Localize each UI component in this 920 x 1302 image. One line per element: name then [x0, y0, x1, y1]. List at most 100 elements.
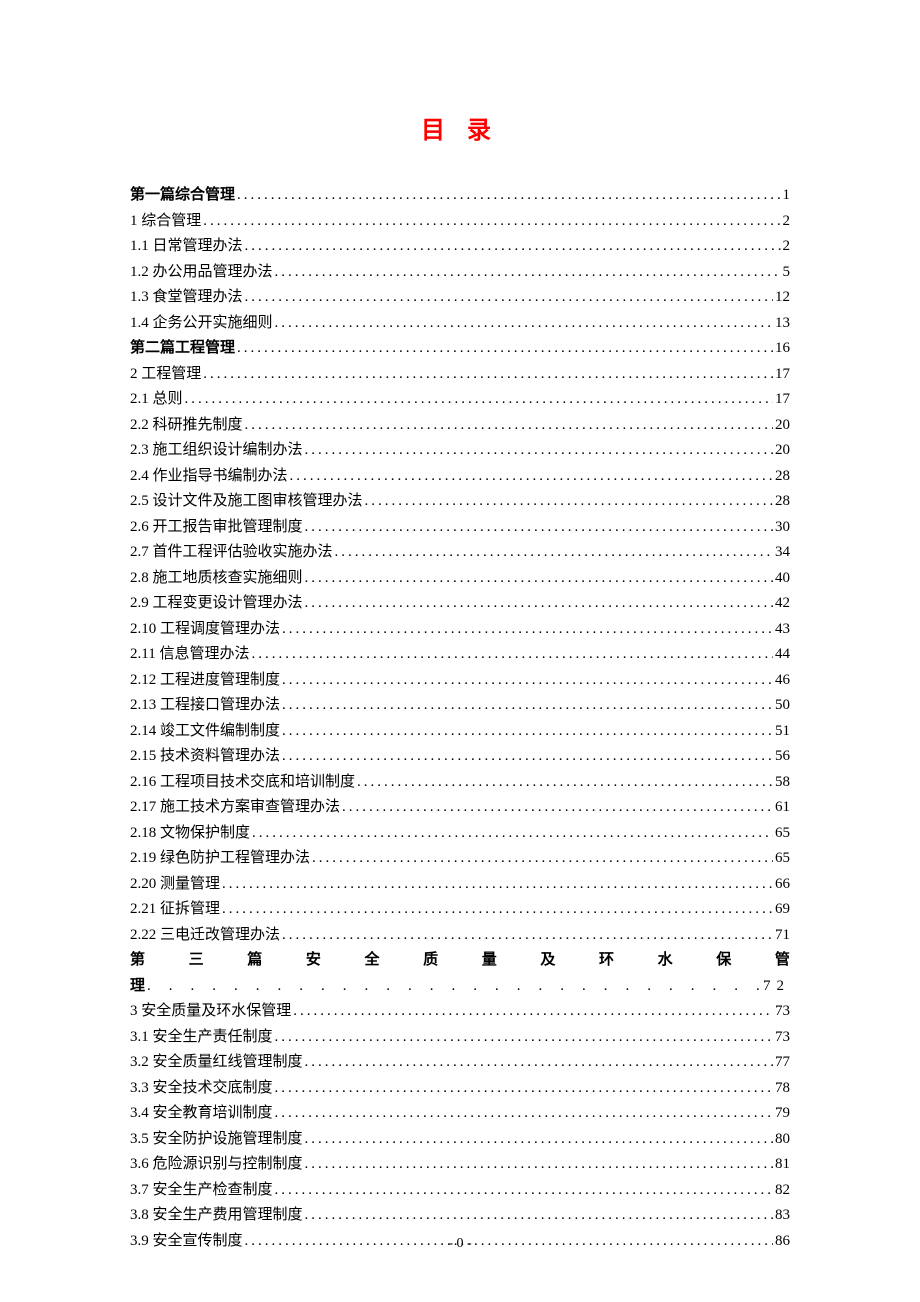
toc-page: 69 — [775, 897, 790, 923]
toc-page: 2 — [783, 234, 791, 260]
toc-page: 43 — [775, 617, 790, 643]
toc-entry: 2.16 工程项目技术交底和培训制度58 — [130, 770, 790, 796]
toc-label: 2.12 工程进度管理制度 — [130, 668, 280, 694]
toc-label: 3.5 安全防护设施管理制度 — [130, 1127, 303, 1153]
toc-dots — [222, 897, 773, 923]
toc-entry: 2.17 施工技术方案审查管理办法 61 — [130, 795, 790, 821]
toc-dots — [203, 362, 773, 388]
toc-page: 81 — [775, 1152, 790, 1178]
toc-page: 83 — [775, 1203, 790, 1229]
toc-page: 1 — [783, 183, 791, 209]
toc-dots — [312, 846, 773, 872]
toc-page: 65 — [775, 846, 790, 872]
toc-entry: 2.12 工程进度管理制度 46 — [130, 668, 790, 694]
toc-page: 28 — [775, 489, 790, 515]
toc-page: 65 — [775, 821, 790, 847]
toc-dots — [275, 1025, 773, 1051]
toc-label: 2.3 施工组织设计编制办法 — [130, 438, 303, 464]
toc-entry: 1.1 日常管理办法 2 — [130, 234, 790, 260]
toc-label: 1.1 日常管理办法 — [130, 234, 243, 260]
toc-entry: 3.1 安全生产责任制度73 — [130, 1025, 790, 1051]
toc-label: 2.19 绿色防护工程管理办法 — [130, 846, 310, 872]
toc-page: 66 — [775, 872, 790, 898]
toc-entry: 2.8 施工地质核查实施细则40 — [130, 566, 790, 592]
toc-dots — [305, 1127, 773, 1153]
toc-entry: 2.9 工程变更设计管理办法42 — [130, 591, 790, 617]
toc-entry: 2.2 科研推先制度20 — [130, 413, 790, 439]
toc-dots — [282, 693, 773, 719]
toc-page: 13 — [775, 311, 790, 337]
toc-label: 3.2 安全质量红线管理制度 — [130, 1050, 303, 1076]
heading-char: 环 — [599, 948, 614, 974]
toc-dots — [305, 1050, 773, 1076]
toc-entry: 第二篇工程管理16 — [130, 336, 790, 362]
toc-label: 2.4 作业指导书编制办法 — [130, 464, 288, 490]
toc-entry: 3.2 安全质量红线管理制度77 — [130, 1050, 790, 1076]
toc-entry: 2.4 作业指导书编制办法 28 — [130, 464, 790, 490]
toc-page: 56 — [775, 744, 790, 770]
toc-dots — [282, 923, 773, 949]
toc-label: 3.7 安全生产检查制度 — [130, 1178, 273, 1204]
toc-entry: 2.1 总则17 — [130, 387, 790, 413]
toc-page: 28 — [775, 464, 790, 490]
toc-page: 17 — [775, 362, 790, 388]
toc-dots — [282, 668, 773, 694]
toc-dots — [275, 1178, 773, 1204]
toc-dots — [203, 209, 780, 235]
section-3-heading-line2: 理 72 — [130, 974, 790, 1000]
heading-char: 三 — [189, 948, 204, 974]
toc-dots — [222, 872, 773, 898]
toc-label: 3 安全质量及环水保管理 — [130, 999, 291, 1025]
toc-dots — [147, 974, 761, 1000]
toc-page: 58 — [775, 770, 790, 796]
toc-page: 46 — [775, 668, 790, 694]
table-of-contents: 第一篇综合管理11 综合管理21.1 日常管理办法21.2 办公用品管理办法51… — [130, 183, 790, 1254]
toc-page: 5 — [783, 260, 791, 286]
toc-dots — [290, 464, 773, 490]
toc-page: 79 — [775, 1101, 790, 1127]
toc-dots — [305, 1203, 773, 1229]
toc-entry: 3.3 安全技术交底制度78 — [130, 1076, 790, 1102]
toc-label: 第一篇综合管理 — [130, 183, 235, 209]
toc-dots — [275, 1101, 773, 1127]
toc-entry: 3 安全质量及环水保管理73 — [130, 999, 790, 1025]
toc-label: 2.11 信息管理办法 — [130, 642, 249, 668]
toc-label: 2.10 工程调度管理办法 — [130, 617, 280, 643]
toc-entry: 2.15 技术资料管理办法56 — [130, 744, 790, 770]
toc-page: 71 — [775, 923, 790, 949]
toc-dots — [305, 515, 773, 541]
heading-char: 篇 — [247, 948, 262, 974]
toc-dots — [245, 234, 781, 260]
toc-entry: 3.4 安全教育培训制度79 — [130, 1101, 790, 1127]
heading-char: 量 — [482, 948, 497, 974]
toc-label: 1.2 办公用品管理办法 — [130, 260, 273, 286]
toc-page: 20 — [775, 438, 790, 464]
toc-page: 72 — [763, 974, 790, 1000]
toc-entry: 2.6 开工报告审批管理制度30 — [130, 515, 790, 541]
toc-page: 61 — [775, 795, 790, 821]
toc-label: 2.7 首件工程评估验收实施办法 — [130, 540, 333, 566]
toc-label: 1.3 食堂管理办法 — [130, 285, 243, 311]
toc-label: 2.2 科研推先制度 — [130, 413, 243, 439]
toc-dots — [305, 438, 773, 464]
toc-entry: 2.14 竣工文件编制制度 51 — [130, 719, 790, 745]
toc-entry: 3.7 安全生产检查制度 82 — [130, 1178, 790, 1204]
toc-entry: 2.13 工程接口管理办法50 — [130, 693, 790, 719]
toc-page: 44 — [775, 642, 790, 668]
toc-label: 3.1 安全生产责任制度 — [130, 1025, 273, 1051]
toc-entry: 2.10 工程调度管理办法 43 — [130, 617, 790, 643]
toc-dots — [237, 183, 780, 209]
heading-char: 管 — [775, 948, 790, 974]
toc-page: 82 — [775, 1178, 790, 1204]
toc-dots — [275, 260, 781, 286]
toc-page: 51 — [775, 719, 790, 745]
toc-label: 3.6 危险源识别与控制制度 — [130, 1152, 303, 1178]
toc-label: 理 — [130, 974, 145, 1000]
toc-label: 2.14 竣工文件编制制度 — [130, 719, 280, 745]
toc-entry: 2.19 绿色防护工程管理办法 65 — [130, 846, 790, 872]
toc-label: 2.17 施工技术方案审查管理办法 — [130, 795, 340, 821]
heading-char: 全 — [365, 948, 380, 974]
heading-char: 保 — [716, 948, 731, 974]
toc-entry: 2.11 信息管理办法 44 — [130, 642, 790, 668]
heading-char: 及 — [540, 948, 555, 974]
